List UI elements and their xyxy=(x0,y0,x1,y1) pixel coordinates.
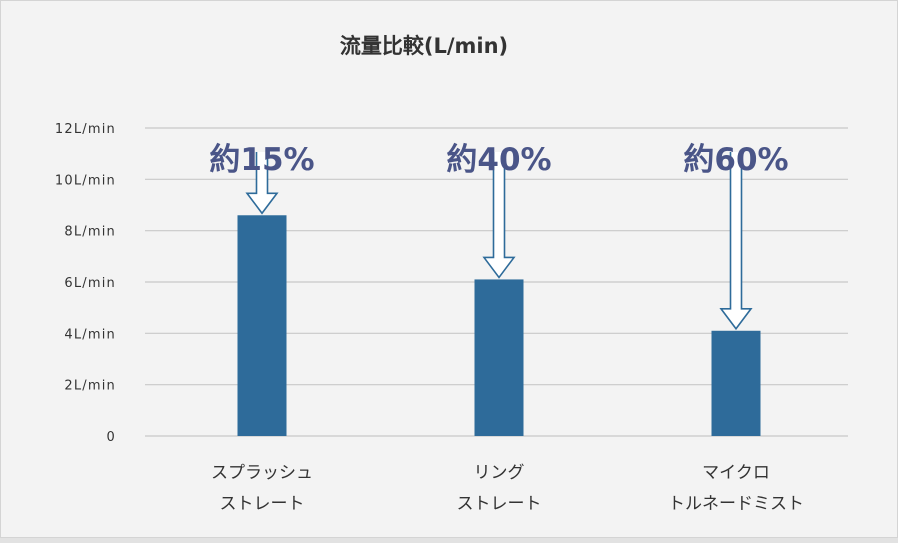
bar-0 xyxy=(237,215,287,436)
y-tick-layer: 0 2L/min 4L/min 6L/min 8L/min 10L/min 12L/min xyxy=(55,122,116,445)
category-label-1-line-1: ストレート xyxy=(457,494,542,514)
reduction-annotation-0: 約15% xyxy=(209,142,314,178)
chart-title: 流量比較(L/min) xyxy=(340,34,508,58)
annotation-layer: 約15% 約40% 約60% xyxy=(209,142,788,178)
y-tick-label-5: 10L/min xyxy=(55,173,116,188)
reduction-annotation-1: 約40% xyxy=(446,142,551,178)
y-tick-label-2: 4L/min xyxy=(64,327,116,342)
y-tick-label-3: 6L/min xyxy=(64,276,116,291)
down-arrow-2 xyxy=(719,152,753,331)
bar-2 xyxy=(711,330,761,436)
category-label-0-line-1: ストレート xyxy=(220,494,305,514)
y-tick-label-4: 8L/min xyxy=(64,225,116,240)
down-arrow-0 xyxy=(245,152,279,215)
category-label-2-line-1: トルネードミスト xyxy=(668,494,804,514)
bar-1 xyxy=(474,279,524,436)
y-tick-label-0: 0 xyxy=(107,430,116,445)
category-label-0-line-0: スプラッシュ xyxy=(211,463,313,483)
bar-layer xyxy=(237,215,761,436)
category-label-1-line-0: リング xyxy=(474,463,525,483)
bottom-strip xyxy=(0,538,898,543)
reduction-annotation-2: 約60% xyxy=(683,142,788,178)
y-tick-label-6: 12L/min xyxy=(55,122,116,137)
category-label-2-line-0: マイクロ xyxy=(702,463,770,483)
arrow-layer xyxy=(245,152,753,331)
down-arrow-1 xyxy=(482,152,516,279)
y-tick-label-1: 2L/min xyxy=(64,379,116,394)
